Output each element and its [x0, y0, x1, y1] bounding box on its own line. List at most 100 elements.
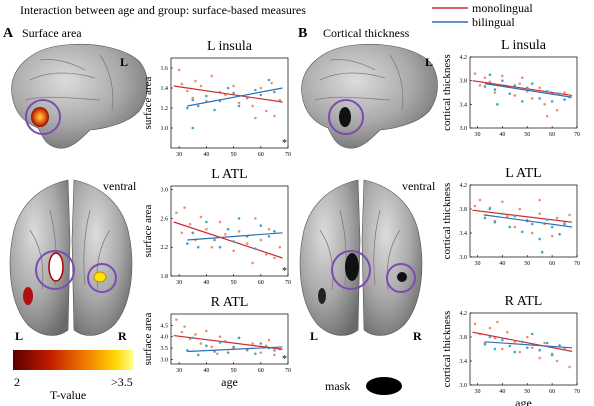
- data-point-bilingual: [186, 242, 189, 245]
- data-point-monolingual: [210, 74, 214, 78]
- data-point-monolingual: [264, 253, 268, 256]
- data-point-monolingual: [273, 114, 276, 118]
- data-point-monolingual: [483, 76, 487, 80]
- data-point-bilingual: [213, 238, 216, 242]
- significance-star: *: [282, 354, 287, 365]
- data-point-bilingual: [520, 340, 524, 344]
- x-axis-label: age: [221, 375, 238, 389]
- data-point-monolingual: [183, 206, 186, 209]
- data-point-monolingual: [563, 91, 566, 94]
- data-point-monolingual: [473, 322, 477, 326]
- hemi-label-r-bottom-a: R: [118, 329, 127, 343]
- y-tick-label: 4.5: [161, 323, 169, 329]
- x-tick-label: 40: [499, 261, 505, 267]
- data-point-bilingual: [237, 336, 241, 340]
- colorbar: 2 >3.5 T-value: [13, 350, 133, 402]
- data-point-monolingual: [251, 261, 254, 265]
- data-point-monolingual: [568, 365, 571, 369]
- data-point-monolingual: [264, 109, 268, 113]
- chart-title: L insula: [207, 39, 253, 54]
- y-tick-label: 3.0: [161, 357, 169, 363]
- chart-frame: [469, 56, 578, 129]
- y-tick-label: 3.4: [460, 102, 468, 108]
- data-point-monolingual: [259, 86, 263, 90]
- data-point-bilingual: [530, 82, 534, 85]
- y-axis-label: cortical thickness: [441, 54, 453, 131]
- x-tick-label: 30: [474, 261, 480, 267]
- x-tick-label: 60: [258, 368, 264, 374]
- chart-frame: [170, 185, 289, 277]
- legend-label-bilingual: bilingual: [472, 15, 515, 29]
- data-point-monolingual: [267, 227, 271, 231]
- data-point-bilingual: [530, 222, 534, 226]
- data-point-monolingual: [183, 325, 186, 328]
- data-point-bilingual: [550, 100, 554, 103]
- x-tick-label: 50: [231, 280, 237, 286]
- data-point-bilingual: [525, 86, 529, 90]
- data-point-monolingual: [175, 211, 178, 214]
- brain-lateral-a: [11, 43, 148, 149]
- data-point-bilingual: [267, 78, 271, 82]
- fit-line-monolingual: [173, 221, 283, 259]
- x-axis-label: age: [515, 396, 532, 406]
- data-point-monolingual: [205, 99, 208, 103]
- data-point-bilingual: [218, 341, 222, 344]
- chart-3: R ATL surface area 30 40 50 60 70 3.0 3.5 4.0 4.5 *…: [142, 295, 291, 389]
- roi-ring: [331, 250, 371, 290]
- data-point-monolingual: [478, 198, 482, 202]
- data-point-bilingual: [545, 341, 549, 345]
- data-point-bilingual: [196, 104, 200, 108]
- data-point-monolingual: [194, 333, 197, 336]
- x-tick-label: 70: [574, 132, 580, 138]
- data-point-bilingual: [254, 352, 257, 356]
- data-point-bilingual: [563, 347, 566, 351]
- data-point-monolingual: [488, 326, 492, 330]
- data-point-monolingual: [513, 340, 517, 344]
- data-point-bilingual: [205, 344, 208, 348]
- brain-ventral-b: [299, 179, 423, 336]
- y-tick-label: 4.2: [460, 183, 468, 189]
- data-point-monolingual: [525, 335, 529, 339]
- data-point-monolingual: [506, 214, 509, 218]
- data-point-bilingual: [488, 73, 492, 77]
- data-point-bilingual: [232, 240, 235, 243]
- x-tick-label: 40: [499, 132, 505, 138]
- data-point-bilingual: [558, 92, 561, 95]
- x-tick-label: 70: [574, 261, 580, 267]
- y-tick-label: 3.4: [460, 359, 468, 365]
- significance-star: *: [282, 138, 287, 149]
- chart-1: L insula surface area 30 40 50 60 70 1.0 1.2 1.4 1…: [142, 39, 291, 158]
- data-point-monolingual: [501, 347, 504, 351]
- data-point-monolingual: [267, 338, 271, 342]
- data-point-bilingual: [545, 90, 549, 93]
- mask-swatch: [366, 377, 402, 395]
- x-tick-label: 50: [524, 261, 530, 267]
- data-point-monolingual: [186, 89, 189, 93]
- fit-line-monolingual: [173, 85, 283, 103]
- colorbar-max: >3.5: [111, 375, 133, 389]
- y-tick-label: 3.0: [460, 126, 468, 132]
- data-point-monolingual: [188, 222, 192, 226]
- roi-ring: [328, 99, 364, 135]
- data-point-monolingual: [251, 342, 254, 345]
- data-point-bilingual: [550, 353, 554, 357]
- data-point-monolingual: [259, 238, 263, 242]
- data-point-monolingual: [538, 212, 541, 216]
- data-point-monolingual: [218, 220, 222, 224]
- data-point-bilingual: [483, 85, 487, 88]
- data-point-bilingual: [205, 94, 208, 98]
- view-label-ventral-a: ventral: [103, 179, 137, 193]
- data-point-monolingual: [518, 207, 522, 211]
- data-point-monolingual: [278, 98, 282, 102]
- data-point-monolingual: [251, 104, 254, 108]
- x-tick-label: 60: [549, 261, 555, 267]
- data-point-bilingual: [550, 225, 554, 229]
- data-point-monolingual: [543, 103, 546, 106]
- data-point-monolingual: [568, 213, 571, 217]
- data-point-bilingual: [205, 220, 208, 224]
- data-point-bilingual: [226, 227, 230, 231]
- y-tick-label: 4.2: [460, 311, 468, 317]
- fit-line-bilingual: [484, 83, 573, 98]
- data-point-monolingual: [205, 329, 208, 333]
- data-point-bilingual: [273, 230, 276, 233]
